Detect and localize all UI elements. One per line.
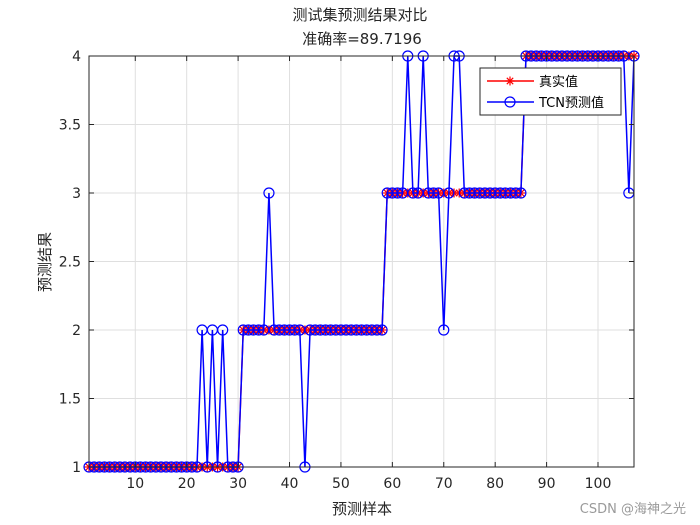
data-point-predicted: [263, 187, 275, 199]
y-tick-label: 3.5: [59, 118, 81, 134]
x-tick-label: 60: [383, 476, 401, 492]
data-point-predicted: [371, 324, 383, 336]
x-tick-label: 30: [229, 476, 247, 492]
data-point-predicted: [515, 187, 527, 199]
chart-title: 测试集预测结果对比: [292, 6, 427, 24]
data-point-predicted: [289, 324, 301, 336]
x-tick-label: 20: [178, 476, 196, 492]
x-tick-label: 40: [281, 476, 299, 492]
data-point-predicted: [391, 187, 404, 199]
y-tick-label: 1: [72, 460, 81, 476]
y-tick-label: 1.5: [59, 392, 81, 408]
chart-subtitle: 准确率=89.7196: [302, 30, 422, 48]
x-tick-label: 100: [585, 476, 612, 492]
data-point-predicted: [253, 324, 265, 336]
x-tick-label: 70: [435, 476, 453, 492]
x-tick-label: 50: [332, 476, 350, 492]
ticks: 10 20 30 40 50 60 70 80 90 100 1 1.5 2 2.5 3 3.5 4: [59, 49, 634, 492]
data-point-predicted: [427, 187, 440, 199]
watermark: CSDN @海神之光: [580, 502, 686, 517]
y-tick-label: 2: [72, 323, 81, 339]
y-axis-label: 预测结果: [36, 232, 54, 292]
y-tick-label: 3: [72, 186, 81, 202]
data-point-predicted: [438, 324, 450, 336]
x-tick-label: 10: [126, 476, 144, 492]
legend: 真实值 TCN预测值: [479, 67, 622, 116]
data-point-predicted: [443, 187, 455, 199]
legend-box: [479, 67, 622, 116]
legend-label-actual: 真实值: [539, 74, 578, 90]
data-point-predicted: [217, 324, 229, 336]
legend-marker-actual: [505, 76, 515, 86]
data-point-predicted: [510, 187, 522, 199]
y-tick-label: 2.5: [59, 255, 81, 271]
y-tick-label: 4: [72, 49, 81, 65]
x-tick-label: 90: [538, 476, 556, 492]
chart-title-group: 测试集预测结果对比 准确率=89.7196: [292, 6, 427, 48]
data-point-predicted: [376, 324, 388, 336]
data-point-predicted: [407, 187, 419, 199]
legend-marker-predicted: [504, 96, 516, 108]
x-tick-label: 80: [486, 476, 504, 492]
x-axis-label: 预测样本: [332, 500, 392, 518]
legend-label-predicted: TCN预测值: [538, 95, 604, 111]
